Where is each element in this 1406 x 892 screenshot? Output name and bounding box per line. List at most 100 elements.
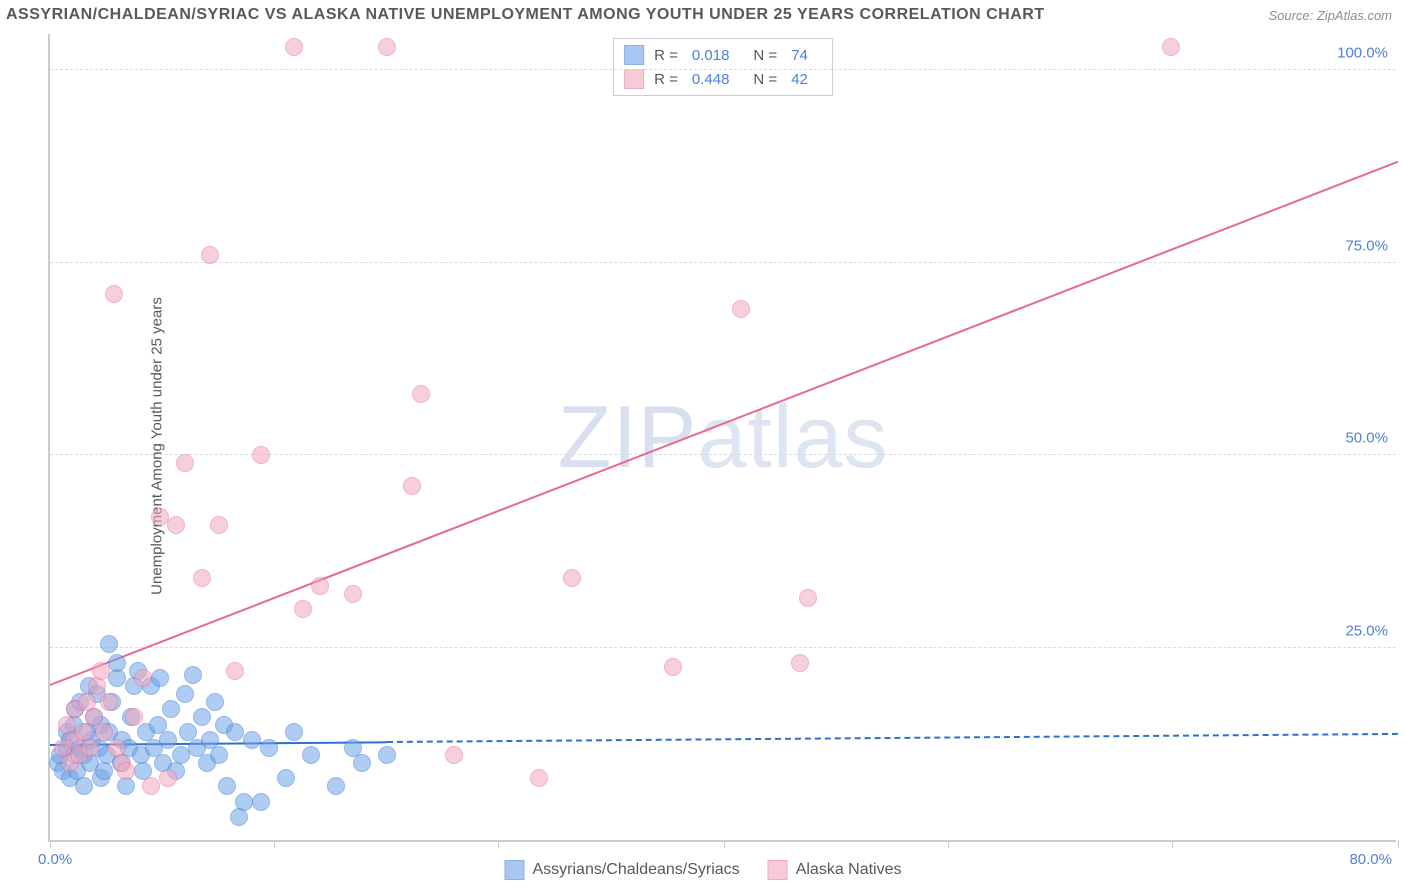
chart-title: ASSYRIAN/CHALDEAN/SYRIAC VS ALASKA NATIV…: [6, 6, 1045, 24]
data-point: [799, 589, 817, 607]
legend-swatch: [624, 45, 644, 65]
trend-line: [50, 161, 1399, 686]
scatter-plot-area: ZIPatlas R =0.018N =74R =0.448N =42 0.0%…: [48, 34, 1396, 842]
data-point: [277, 769, 295, 787]
data-point: [243, 731, 261, 749]
data-point: [260, 739, 278, 757]
legend-n-value: 42: [791, 71, 808, 88]
data-point: [378, 38, 396, 56]
data-point: [530, 769, 548, 787]
data-point: [108, 654, 126, 672]
data-point: [167, 516, 185, 534]
legend-swatch: [624, 69, 644, 89]
legend-r-value: 0.018: [692, 47, 730, 64]
y-tick-label: 50.0%: [1345, 430, 1388, 447]
gridline: [50, 647, 1396, 648]
data-point: [134, 669, 152, 687]
watermark: ZIPatlas: [558, 386, 889, 488]
data-point: [117, 777, 135, 795]
legend-r-label: R =: [654, 47, 678, 64]
series-legend: Assyrians/Chaldeans/Syriacs Alaska Native…: [504, 860, 901, 880]
y-tick-label: 25.0%: [1345, 622, 1388, 639]
legend-item: Assyrians/Chaldeans/Syriacs: [504, 860, 739, 880]
data-point: [125, 708, 143, 726]
trend-line: [387, 733, 1398, 743]
legend-series-name: Alaska Natives: [796, 861, 902, 879]
data-point: [353, 754, 371, 772]
data-point: [1162, 38, 1180, 56]
data-point: [151, 508, 169, 526]
data-point: [159, 769, 177, 787]
legend-item: Alaska Natives: [768, 860, 902, 880]
legend-r-label: R =: [654, 71, 678, 88]
data-point: [184, 666, 202, 684]
data-point: [412, 385, 430, 403]
legend-series-name: Assyrians/Chaldeans/Syriacs: [532, 861, 739, 879]
legend-n-value: 74: [791, 47, 808, 64]
watermark-bold: ZIP: [558, 387, 698, 486]
data-point: [176, 454, 194, 472]
data-point: [791, 654, 809, 672]
data-point: [226, 662, 244, 680]
data-point: [95, 723, 113, 741]
data-point: [230, 808, 248, 826]
gridline: [50, 69, 1396, 70]
legend-n-label: N =: [753, 47, 777, 64]
data-point: [201, 246, 219, 264]
data-point: [193, 708, 211, 726]
data-point: [252, 446, 270, 464]
x-tick: [948, 840, 949, 848]
data-point: [664, 658, 682, 676]
data-point: [75, 777, 93, 795]
data-point: [117, 762, 135, 780]
data-point: [108, 669, 126, 687]
data-point: [151, 669, 169, 687]
data-point: [210, 516, 228, 534]
data-point: [302, 746, 320, 764]
data-point: [294, 600, 312, 618]
data-point: [378, 746, 396, 764]
data-point: [193, 569, 211, 587]
legend-swatch: [768, 860, 788, 880]
data-point: [327, 777, 345, 795]
legend-swatch: [504, 860, 524, 880]
data-point: [732, 300, 750, 318]
x-tick: [274, 840, 275, 848]
data-point: [344, 585, 362, 603]
data-point: [252, 793, 270, 811]
data-point: [92, 662, 110, 680]
data-point: [142, 777, 160, 795]
y-tick-label: 75.0%: [1345, 237, 1388, 254]
x-axis-min-label: 0.0%: [38, 851, 72, 868]
data-point: [100, 635, 118, 653]
x-tick: [724, 840, 725, 848]
gridline: [50, 262, 1396, 263]
x-axis-max-label: 80.0%: [1349, 851, 1392, 868]
data-point: [159, 731, 177, 749]
data-point: [285, 723, 303, 741]
data-point: [403, 477, 421, 495]
watermark-thin: atlas: [698, 387, 889, 486]
x-tick: [1398, 840, 1399, 848]
data-point: [563, 569, 581, 587]
data-point: [95, 762, 113, 780]
data-point: [105, 285, 123, 303]
x-tick: [498, 840, 499, 848]
legend-row: R = 0.448 N = 42: [624, 67, 822, 91]
data-point: [285, 38, 303, 56]
data-point: [210, 746, 228, 764]
legend-n-label: N =: [753, 71, 777, 88]
y-tick-label: 100.0%: [1337, 45, 1388, 62]
data-point: [88, 677, 106, 695]
data-point: [100, 693, 118, 711]
data-point: [218, 777, 236, 795]
x-tick: [50, 840, 51, 848]
data-point: [206, 693, 224, 711]
x-tick: [1172, 840, 1173, 848]
data-point: [176, 685, 194, 703]
correlation-legend: R = 0.018 N = 74 R = 0.448 N = 42: [613, 38, 833, 96]
legend-r-value: 0.448: [692, 71, 730, 88]
source-credit: Source: ZipAtlas.com: [1268, 8, 1392, 23]
data-point: [81, 739, 99, 757]
data-point: [311, 577, 329, 595]
